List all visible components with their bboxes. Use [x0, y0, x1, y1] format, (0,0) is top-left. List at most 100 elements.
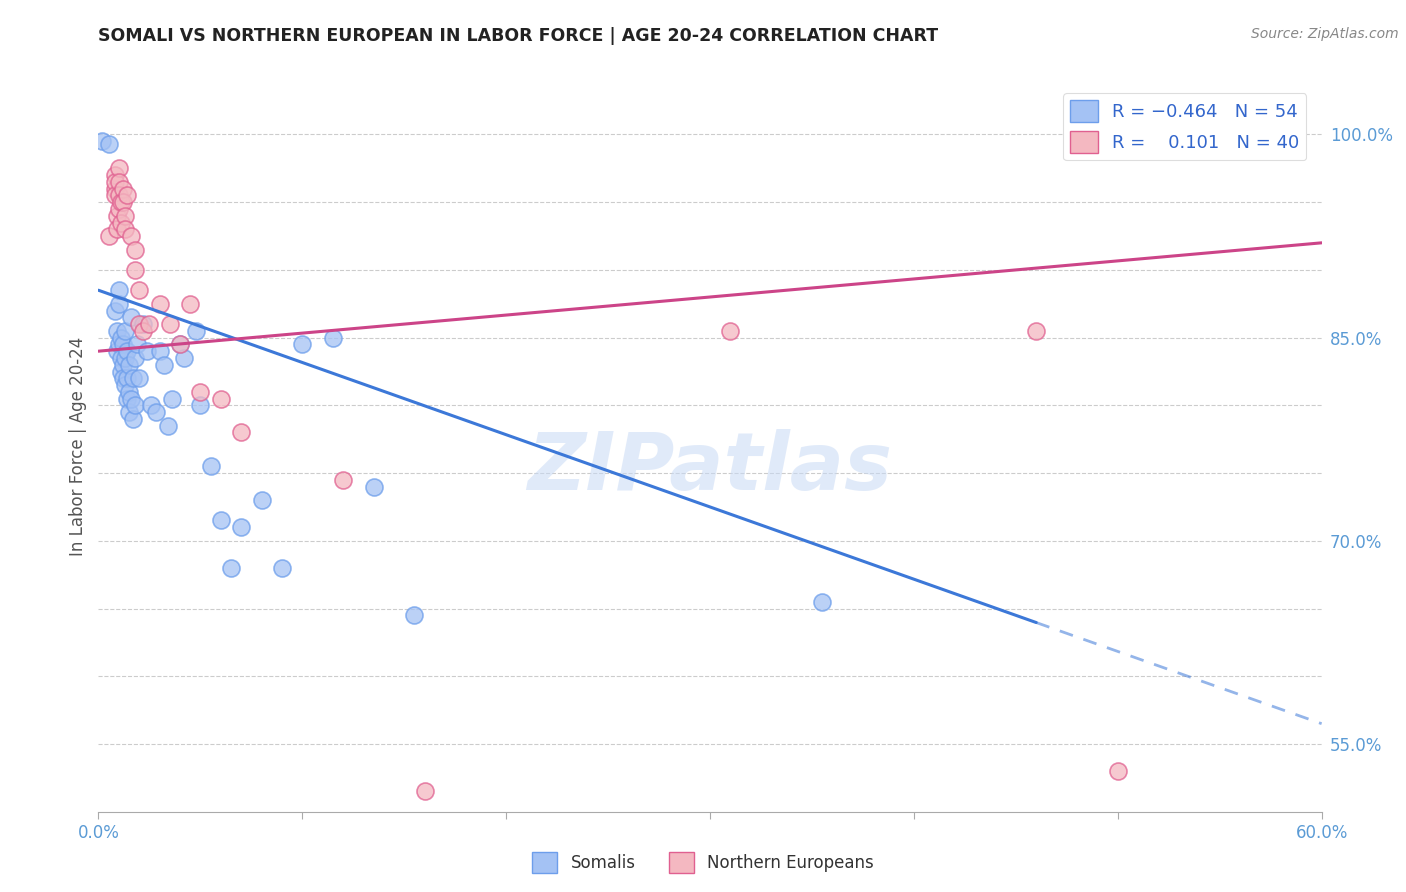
Point: [115, 392, 138, 406]
Point: [291, 337, 314, 351]
Point: [105, 222, 128, 236]
Point: [231, 520, 253, 534]
Point: [104, 303, 127, 318]
Point: [118, 405, 141, 419]
Point: [128, 283, 150, 297]
Point: [110, 364, 132, 378]
Point: [132, 324, 155, 338]
Point: [811, 595, 834, 609]
Point: [97, 136, 120, 151]
Point: [169, 337, 191, 351]
Point: [250, 493, 273, 508]
Point: [111, 181, 134, 195]
Point: [200, 459, 222, 474]
Point: [404, 608, 426, 623]
Point: [118, 358, 141, 372]
Point: [152, 358, 174, 372]
Point: [105, 324, 128, 338]
Point: [91, 134, 114, 148]
Point: [159, 317, 181, 331]
Point: [124, 351, 146, 365]
Point: [322, 331, 344, 345]
Point: [120, 310, 142, 325]
Point: [188, 384, 212, 399]
Point: [122, 371, 145, 385]
Point: [128, 317, 150, 331]
Point: [111, 358, 134, 372]
Legend: R = −0.464   N = 54, R =    0.101   N = 40: R = −0.464 N = 54, R = 0.101 N = 40: [1063, 93, 1306, 161]
Point: [114, 351, 136, 365]
Point: [132, 317, 155, 331]
Point: [1107, 764, 1129, 778]
Point: [111, 195, 134, 210]
Point: [138, 317, 160, 331]
Point: [1025, 324, 1047, 338]
Point: [363, 480, 385, 494]
Point: [110, 195, 132, 210]
Point: [186, 324, 208, 338]
Point: [720, 324, 742, 338]
Point: [108, 188, 131, 202]
Point: [122, 412, 145, 426]
Point: [114, 222, 136, 236]
Text: ZIPatlas: ZIPatlas: [527, 429, 893, 507]
Point: [179, 297, 201, 311]
Y-axis label: In Labor Force | Age 20-24: In Labor Force | Age 20-24: [69, 336, 87, 556]
Point: [188, 398, 212, 412]
Point: [209, 514, 232, 528]
Point: [209, 392, 232, 406]
Point: [120, 229, 142, 244]
Point: [114, 209, 136, 223]
Point: [124, 243, 146, 257]
Point: [1128, 838, 1150, 853]
Point: [114, 378, 136, 392]
Point: [270, 561, 294, 575]
Point: [149, 344, 172, 359]
Point: [413, 784, 436, 798]
Point: [108, 202, 131, 216]
Point: [105, 209, 128, 223]
Point: [173, 351, 195, 365]
Point: [104, 175, 127, 189]
Point: [110, 215, 132, 229]
Point: [104, 188, 127, 202]
Point: [332, 473, 354, 487]
Point: [160, 392, 183, 406]
Point: [118, 384, 141, 399]
Point: [141, 398, 163, 412]
Point: [1188, 831, 1211, 846]
Point: [127, 337, 149, 351]
Point: [97, 229, 120, 244]
Point: [110, 351, 132, 365]
Point: [105, 344, 128, 359]
Text: SOMALI VS NORTHERN EUROPEAN IN LABOR FORCE | AGE 20-24 CORRELATION CHART: SOMALI VS NORTHERN EUROPEAN IN LABOR FOR…: [98, 27, 939, 45]
Point: [115, 371, 138, 385]
Point: [115, 344, 138, 359]
Point: [145, 405, 167, 419]
Point: [1025, 825, 1047, 839]
Point: [108, 283, 131, 297]
Point: [124, 398, 146, 412]
Point: [104, 168, 127, 182]
Point: [108, 161, 131, 176]
Point: [136, 344, 159, 359]
Point: [108, 337, 131, 351]
Point: [231, 425, 253, 440]
Text: Source: ZipAtlas.com: Source: ZipAtlas.com: [1251, 27, 1399, 41]
Point: [104, 181, 127, 195]
Point: [128, 371, 150, 385]
Point: [115, 188, 138, 202]
Point: [111, 371, 134, 385]
Point: [111, 337, 134, 351]
Point: [156, 418, 179, 433]
Point: [110, 331, 132, 345]
Point: [169, 337, 191, 351]
Legend: Somalis, Northern Europeans: Somalis, Northern Europeans: [526, 846, 880, 880]
Point: [219, 561, 242, 575]
Point: [124, 263, 146, 277]
Point: [120, 392, 142, 406]
Point: [108, 175, 131, 189]
Point: [114, 324, 136, 338]
Point: [149, 297, 172, 311]
Point: [108, 297, 131, 311]
